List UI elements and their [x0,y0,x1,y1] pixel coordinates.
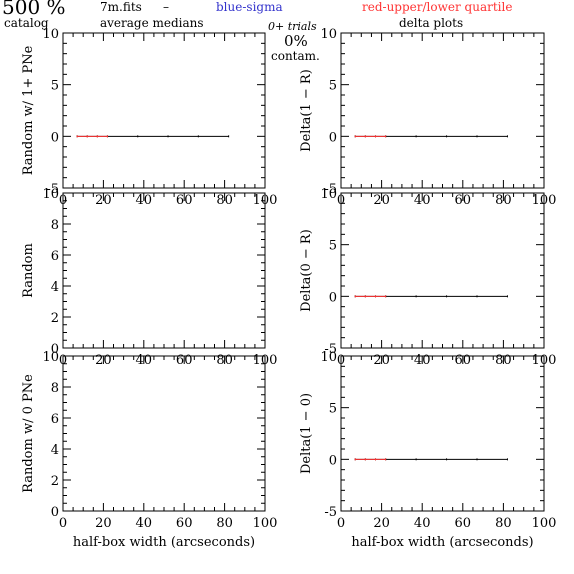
y-tick-label-left-middle: 8 [51,218,59,233]
y-tick-label-left-bottom: 10 [42,350,59,365]
x-tick-label-left-bottom: 0 [59,516,67,531]
y-tick-label-right-bottom: 10 [320,350,337,365]
y-tick-label-right-bottom: 5 [329,402,337,417]
y-tick-label-right-bottom: 0 [329,453,337,468]
blue-sigma-label: blue-sigma [216,0,283,14]
y-axis-label-left-top: Random w/ 1+ PNe [21,45,36,175]
x-tick-label-right-bottom: 40 [414,516,431,531]
axes-frame-right-bottom [340,355,545,512]
delta-plots-label: delta plots [399,16,464,30]
x-tick-label-left-bottom: 60 [176,516,193,531]
y-tick-label-left-bottom: 0 [51,505,59,520]
x-tick-label-right-bottom: 20 [373,516,390,531]
contam-label: contam. [271,49,320,63]
y-tick-label-left-bottom: 2 [51,474,59,489]
y-tick-label-left-bottom: 6 [51,412,59,427]
y-axis-label-left-middle: Random [21,243,36,298]
y-tick-label-right-bottom: -5 [324,505,337,520]
axes-frame-left-top [62,32,266,189]
y-tick-label-left-middle: 10 [42,187,59,202]
y-tick-label-right-top: 5 [329,79,337,94]
axes-frame-right-middle [340,192,545,349]
axes-frame-left-middle [62,192,266,349]
y-tick-label-right-middle: 0 [329,290,337,305]
axes-frame-left-bottom [62,355,266,512]
x-tick-label-right-bottom: 100 [532,516,557,531]
y-tick-label-left-middle: 2 [51,311,59,326]
big-label: 500 % [2,0,66,19]
y-tick-label-left-bottom: 8 [51,381,59,396]
y-tick-label-right-top: -5 [324,182,337,197]
x-tick-label-right-bottom: 60 [455,516,472,531]
y-tick-label-left-bottom: 4 [51,443,59,458]
y-tick-label-right-middle: 10 [320,187,337,202]
y-tick-label-left-middle: 0 [51,342,59,357]
catalog-label: catalog [4,16,49,30]
contam-percent: 0% [284,32,308,50]
x-tick-label-right-bottom: 80 [495,516,512,531]
x-tick-label-left-bottom: 20 [95,516,112,531]
y-tick-label-right-top: 0 [329,130,337,145]
red-quartile-label: red-upper/lower quartile [362,0,513,14]
y-tick-label-left-top: 5 [51,79,59,94]
x-tick-label-left-bottom: 40 [136,516,153,531]
y-tick-label-right-top: 10 [320,27,337,42]
file-dash: – [163,0,169,14]
x-axis-label-right-bottom: half-box width (arcseconds) [351,535,533,550]
y-axis-label-right-bottom: Delta(1 − 0) [299,393,314,474]
y-tick-label-left-top: 10 [42,27,59,42]
y-axis-label-left-bottom: Random w/ 0 PNe [21,374,36,493]
y-tick-label-left-middle: 6 [51,249,59,264]
trials-label: 0+ trials [268,20,317,33]
x-tick-label-right-bottom: 0 [337,516,345,531]
y-tick-label-left-middle: 4 [51,280,59,295]
y-tick-label-left-top: 0 [51,130,59,145]
y-tick-label-left-top: -5 [46,182,59,197]
y-axis-label-right-top: Delta(1 − R) [299,69,314,152]
y-axis-label-right-middle: Delta(0 − R) [299,229,314,312]
axes-frame-right-top [340,32,545,189]
file-label: 7m.fits [100,0,142,14]
averages-label: average medians [100,16,204,30]
x-tick-label-left-bottom: 100 [253,516,278,531]
x-tick-label-left-bottom: 80 [216,516,233,531]
x-axis-label-left-bottom: half-box width (arcseconds) [73,535,255,550]
y-tick-label-right-middle: 5 [329,239,337,254]
y-tick-label-right-middle: -5 [324,342,337,357]
